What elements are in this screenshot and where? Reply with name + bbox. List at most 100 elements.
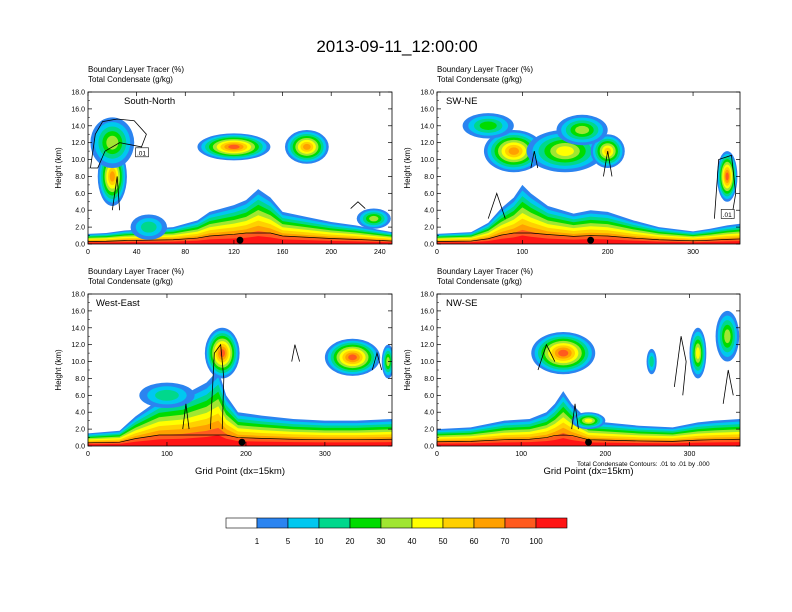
panel-title-condensate: Total Condensate (g/kg) [437,75,522,84]
location-marker [587,236,595,244]
colorbar-label: 70 [501,537,510,546]
panel-title-condensate: Total Condensate (g/kg) [437,277,522,286]
panel-sw-ne: .01 0.0 2.0 4.0 6.0 8.0 10.0 12.0 14.0 16.0 18.0 0 1… [403,65,741,256]
x-tick-label: 100 [515,451,527,458]
core-0-level-9 [219,349,225,358]
x-tick-label: 0 [435,249,439,256]
condensate-contour-1 [673,336,687,396]
panel-title-condensate: Total Condensate (g/kg) [88,75,173,84]
y-tick-label: 6.0 [75,393,85,400]
core-1-level-5 [106,135,119,150]
condensate-contour-2 [722,369,734,404]
y-tick-label: 2.0 [424,225,434,232]
location-marker [585,438,592,446]
contour-label: .01 [137,150,146,157]
y-tick-label: 14.0 [420,325,434,332]
panel-title-tracer: Boundary Layer Tracer (%) [88,65,184,74]
location-marker [238,438,246,446]
y-tick-label: 4.0 [75,410,85,417]
colorbar-cell-2 [287,517,320,529]
condensate-contour-3 [182,403,190,430]
condensate-contour-3 [487,192,506,219]
x-tick-label: 200 [602,249,614,256]
x-tick-label: 200 [325,249,337,256]
core-2-level-6 [695,347,700,359]
colorbar-label: 60 [470,537,479,546]
x-tick-label: 80 [181,249,189,256]
section-label: NW-SE [446,298,478,309]
surface-contour [88,434,392,444]
y-tick-label: 16.0 [71,106,85,113]
y-tick-label: 2.0 [75,225,85,232]
core-3-level-5 [724,329,731,344]
y-tick-label: 18.0 [71,90,85,97]
y-tick-label: 18.0 [71,292,85,299]
y-tick-label: 10.0 [420,157,434,164]
section-label: West-East [96,298,140,309]
tracer-field [88,117,392,244]
y-tick-label: 16.0 [420,308,434,315]
core-0-level-8 [109,171,115,182]
panel-south-north: .01 0.0 2.0 4.0 6.0 8.0 10.0 12.0 14.0 16.0 18.0 0 4… [54,65,393,256]
y-tick-label: 18.0 [420,90,434,97]
core-4-level-6 [584,418,593,423]
panel-nw-se: 0.0 2.0 4.0 6.0 8.0 10.0 12.0 14.0 16.0 18.0 0 100 2… [403,267,741,477]
y-tick-label: 0.0 [75,444,85,451]
x-tick-label: 0 [435,451,439,458]
figure-title: 2013-09-11_12:00:00 [316,37,477,56]
condensate-contour-0 [209,343,225,430]
panel-title-condensate: Total Condensate (g/kg) [88,277,173,286]
colorbar-label: 1 [255,537,260,546]
condensate-contour-0 [537,343,556,371]
colorbar-cell-8 [473,517,506,529]
y-tick-label: 12.0 [71,342,85,349]
y-tick-label: 12.0 [420,342,434,349]
panel-title-tracer: Boundary Layer Tracer (%) [437,65,533,74]
y-tick-label: 8.0 [75,174,85,181]
y-tick-label: 6.0 [424,191,434,198]
colorbar-label: 30 [377,537,386,546]
core-5-level-5 [575,125,590,135]
condensate-contour-0 [90,118,147,169]
surface-contour [437,232,740,242]
y-tick-label: 16.0 [71,308,85,315]
y-tick-label: 8.0 [424,376,434,383]
condensate-contour-3 [571,403,579,430]
contour-label-box [135,147,149,158]
y-tick-label: 14.0 [420,123,434,130]
x-tick-label: 200 [240,451,252,458]
colorbar-label: 40 [408,537,417,546]
colorbar-cell-4 [349,517,382,529]
x-tick-label: 300 [684,451,696,458]
y-tick-label: 18.0 [420,292,434,299]
core-4-level-4 [479,121,497,130]
core-4-level-5 [369,215,379,222]
y-tick-label: 12.0 [71,140,85,147]
condensate-contour-0 [530,151,539,169]
tracer-field [437,113,740,244]
y-tick-label: 14.0 [71,123,85,130]
x-tick-label: 160 [277,249,289,256]
y-tick-label: 10.0 [420,359,434,366]
y-tick-label: 16.0 [420,106,434,113]
core-0-level-8 [508,147,520,155]
y-tick-label: 6.0 [424,393,434,400]
y-tick-label: 4.0 [424,208,434,215]
y-tick-label: 10.0 [71,359,85,366]
core-1-level-6 [556,146,574,156]
y-tick-label: 12.0 [420,140,434,147]
colorbar-cell-7 [442,517,475,529]
section-label: SW-NE [446,96,478,107]
y-axis-label: Height (km) [403,349,412,391]
core-3-level-9 [725,172,729,181]
core-2-level-3 [155,389,179,401]
panels: .01 0.0 2.0 4.0 6.0 8.0 10.0 12.0 14.0 16.0 18.0 0 4… [54,65,741,477]
x-axis-label: Grid Point (dx=15km) [195,466,285,477]
y-axis-label: Height (km) [54,147,63,189]
core-0-level-9 [558,349,569,357]
surface-contour [437,434,740,443]
y-tick-label: 8.0 [75,376,85,383]
condensate-contour-2 [713,154,737,219]
panel-west-east: 0.0 2.0 4.0 6.0 8.0 10.0 12.0 14.0 16.0 18.0 0 100 2… [54,267,393,477]
